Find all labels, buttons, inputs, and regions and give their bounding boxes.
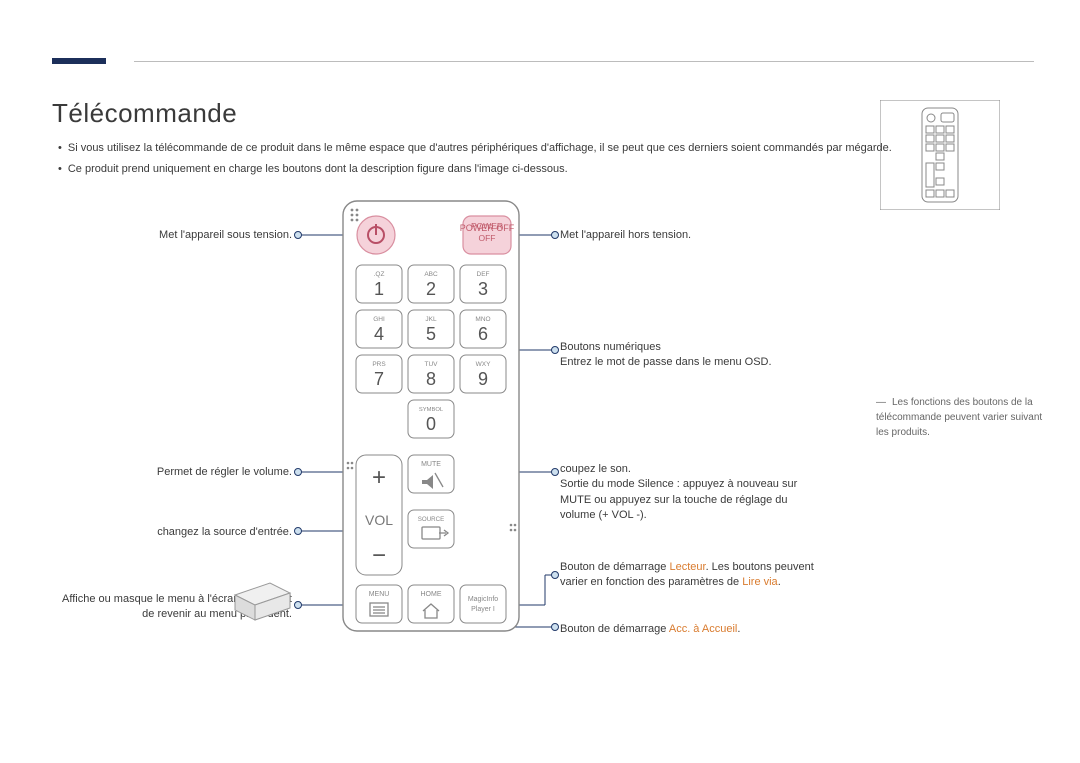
svg-text:MUTE: MUTE bbox=[421, 461, 441, 468]
svg-text:HOME: HOME bbox=[421, 591, 442, 598]
note-1: Si vous utilisez la télécommande de ce p… bbox=[70, 138, 892, 159]
magicinfo-button bbox=[460, 585, 506, 623]
svg-text:OFF: OFF bbox=[479, 233, 496, 243]
svg-text:0: 0 bbox=[426, 414, 436, 434]
svg-text:−: − bbox=[372, 542, 386, 569]
remote-thumbnail bbox=[880, 100, 1000, 210]
svg-text:+: + bbox=[372, 464, 386, 491]
header-rule bbox=[134, 61, 1034, 62]
svg-text:DEF: DEF bbox=[477, 271, 490, 278]
svg-text:MNO: MNO bbox=[475, 316, 490, 323]
svg-text:SOURCE: SOURCE bbox=[418, 516, 444, 523]
note-2: Ce produit prend uniquement en charge le… bbox=[70, 159, 892, 180]
page-notes: Si vous utilisez la télécommande de ce p… bbox=[70, 138, 892, 180]
svg-text:ABC: ABC bbox=[424, 271, 438, 278]
svg-text:TUV: TUV bbox=[425, 361, 439, 368]
svg-text:4: 4 bbox=[374, 324, 384, 344]
svg-text:GHI: GHI bbox=[373, 316, 385, 323]
svg-text:3: 3 bbox=[478, 279, 488, 299]
svg-text:PRS: PRS bbox=[372, 361, 386, 368]
svg-text:POWER: POWER bbox=[471, 221, 503, 231]
svg-text:WXY: WXY bbox=[476, 361, 491, 368]
side-note: Les fonctions des boutons de la télécomm… bbox=[876, 395, 1056, 440]
page-title: Télécommande bbox=[52, 98, 237, 129]
svg-text:6: 6 bbox=[478, 324, 488, 344]
remote-body: POWER OFF POWER OFF .QZ 1 ABC 2 DEF 3 GH… bbox=[343, 201, 519, 631]
svg-text:MENU: MENU bbox=[369, 591, 390, 598]
svg-text:9: 9 bbox=[478, 369, 488, 389]
svg-text:JKL: JKL bbox=[425, 316, 437, 323]
svg-text:SYMBOL: SYMBOL bbox=[419, 407, 444, 413]
svg-text:Player I: Player I bbox=[471, 606, 495, 613]
isometric-block bbox=[235, 583, 290, 620]
svg-text:7: 7 bbox=[374, 369, 384, 389]
remote-diagram: POWER OFF POWER OFF .QZ 1 ABC 2 DEF 3 GH… bbox=[225, 195, 685, 695]
svg-text:2: 2 bbox=[426, 279, 436, 299]
svg-text:5: 5 bbox=[426, 324, 436, 344]
header-accent-bar bbox=[52, 58, 106, 64]
svg-text:VOL: VOL bbox=[365, 512, 393, 528]
svg-text:MagicInfo: MagicInfo bbox=[468, 596, 498, 603]
svg-text:.QZ: .QZ bbox=[374, 271, 385, 278]
svg-text:8: 8 bbox=[426, 369, 436, 389]
svg-text:1: 1 bbox=[374, 279, 384, 299]
